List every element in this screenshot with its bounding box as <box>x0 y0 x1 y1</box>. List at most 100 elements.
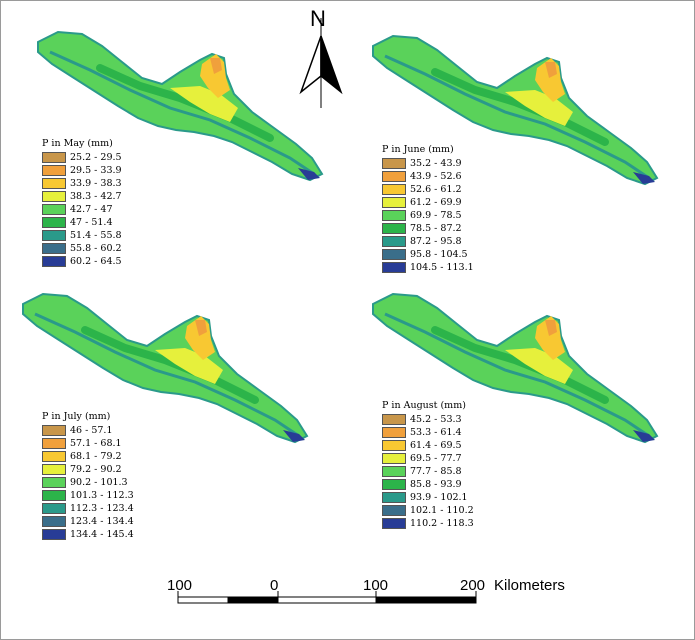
basin-zone <box>545 320 557 336</box>
legend-swatch <box>42 425 66 436</box>
legend-item: 79.2 - 90.2 <box>42 463 134 476</box>
legend-label: 38.3 - 42.7 <box>70 191 122 202</box>
legend-item: 87.2 - 95.8 <box>382 235 474 248</box>
legend-swatch <box>382 236 406 247</box>
legend-label: 77.7 - 85.8 <box>410 466 462 477</box>
basin-zone <box>535 58 565 102</box>
map-july <box>22 292 309 444</box>
legend-label: 61.4 - 69.5 <box>410 440 462 451</box>
legend-item: 101.3 - 112.3 <box>42 489 134 502</box>
basin-zone <box>545 62 557 78</box>
legend-swatch <box>42 152 66 163</box>
legend-item: 43.9 - 52.6 <box>382 170 474 183</box>
legend-label: 25.2 - 29.5 <box>70 152 122 163</box>
basin-zone <box>535 316 565 360</box>
legend-label: 46 - 57.1 <box>70 425 113 436</box>
basin-river <box>49 50 315 176</box>
legend-swatch <box>42 256 66 267</box>
legend-item: 46 - 57.1 <box>42 424 134 437</box>
basin-zone <box>633 172 655 184</box>
legend-label: 95.8 - 104.5 <box>410 249 468 260</box>
legend-swatch <box>42 529 66 540</box>
legend-label: 102.1 - 110.2 <box>410 505 474 516</box>
basin-zone <box>633 430 655 442</box>
legend-swatch <box>382 492 406 503</box>
legend-label: 55.8 - 60.2 <box>70 243 122 254</box>
legend-swatch <box>42 516 66 527</box>
basin-zone <box>283 430 305 442</box>
legend-label: 110.2 - 118.3 <box>410 518 474 529</box>
legend-swatch <box>42 165 66 176</box>
legend-item: 93.9 - 102.1 <box>382 491 474 504</box>
legend-swatch <box>42 451 66 462</box>
legend-item: 61.4 - 69.5 <box>382 439 474 452</box>
basin-zone <box>81 326 259 404</box>
map-may <box>37 30 324 182</box>
scale-tick-label: 100 <box>167 577 193 594</box>
legend-item: 25.2 - 29.5 <box>42 151 122 164</box>
map-august <box>372 292 659 444</box>
legend-label: 78.5 - 87.2 <box>410 223 462 234</box>
legend-swatch <box>382 466 406 477</box>
legend-item: 38.3 - 42.7 <box>42 190 122 203</box>
legend-swatch <box>382 158 406 169</box>
legend-label: 35.2 - 43.9 <box>410 158 462 169</box>
basin-river <box>34 312 300 438</box>
legend-swatch <box>382 223 406 234</box>
legend-label: 90.2 - 101.3 <box>70 477 128 488</box>
legend-item: 51.4 - 55.8 <box>42 229 122 242</box>
legend-item: 77.7 - 85.8 <box>382 465 474 478</box>
basin-zone <box>96 64 274 142</box>
legend-title: P in July (mm) <box>42 411 111 422</box>
basin-zone <box>298 168 320 180</box>
legend-item: 53.3 - 61.4 <box>382 426 474 439</box>
legend-swatch <box>42 243 66 254</box>
legend-swatch <box>42 477 66 488</box>
legend-label: 85.8 - 93.9 <box>410 479 462 490</box>
legend-label: 101.3 - 112.3 <box>70 490 134 501</box>
legend-item: 95.8 - 104.5 <box>382 248 474 261</box>
legend-item: 29.5 - 33.9 <box>42 164 122 177</box>
basin-zone <box>200 54 230 98</box>
basin-river <box>384 312 650 438</box>
legend-label: 68.1 - 79.2 <box>70 451 122 462</box>
legend-july: P in July (mm) 46 - 57.1 57.1 - 68.1 68.1 … <box>42 410 134 541</box>
legend-swatch <box>382 453 406 464</box>
legend-swatch <box>382 427 406 438</box>
legend-label: 112.3 - 123.4 <box>70 503 134 514</box>
legend-swatch <box>382 184 406 195</box>
legend-item: 104.5 - 113.1 <box>382 261 474 274</box>
legend-label: 42.7 - 47 <box>70 204 113 215</box>
scale-tick-label: 0 <box>270 577 279 594</box>
legend-swatch <box>42 490 66 501</box>
legend-label: 93.9 - 102.1 <box>410 492 468 503</box>
legend-swatch <box>382 210 406 221</box>
legend-item: 90.2 - 101.3 <box>42 476 134 489</box>
legend-swatch <box>42 464 66 475</box>
legend-label: 43.9 - 52.6 <box>410 171 462 182</box>
legend-swatch <box>42 503 66 514</box>
legend-item: 78.5 - 87.2 <box>382 222 474 235</box>
legend-swatch <box>42 204 66 215</box>
legend-label: 79.2 - 90.2 <box>70 464 122 475</box>
legend-label: 45.2 - 53.3 <box>410 414 462 425</box>
legend-swatch <box>42 217 66 228</box>
legend-item: 52.6 - 61.2 <box>382 183 474 196</box>
legend-item: 33.9 - 38.3 <box>42 177 122 190</box>
legend-label: 104.5 - 113.1 <box>410 262 474 273</box>
map-june <box>372 34 659 186</box>
north-label: N <box>310 6 326 31</box>
legend-label: 29.5 - 33.9 <box>70 165 122 176</box>
scale-unit: Kilometers <box>494 577 565 594</box>
legend-item: 68.1 - 79.2 <box>42 450 134 463</box>
legend-swatch <box>382 505 406 516</box>
legend-item: 45.2 - 53.3 <box>382 413 474 426</box>
legend-item: 110.2 - 118.3 <box>382 517 474 530</box>
legend-item: 35.2 - 43.9 <box>382 157 474 170</box>
basin-river <box>384 54 650 180</box>
north-arrow-icon <box>299 18 343 108</box>
legend-label: 61.2 - 69.9 <box>410 197 462 208</box>
legend-label: 87.2 - 95.8 <box>410 236 462 247</box>
legend-item: 102.1 - 110.2 <box>382 504 474 517</box>
legend-label: 123.4 - 134.4 <box>70 516 134 527</box>
